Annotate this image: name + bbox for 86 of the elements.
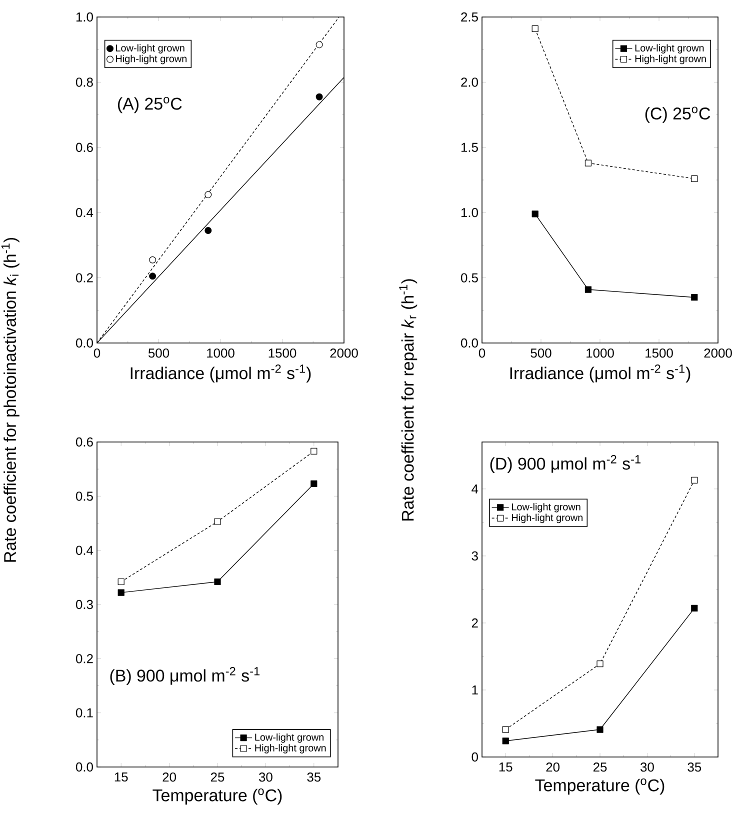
y-tick-label: 0.4 [76, 546, 94, 555]
point [214, 578, 221, 586]
x-tick-label: 25 [593, 762, 607, 772]
point [502, 738, 509, 744]
point [149, 256, 156, 264]
x-tick-label: 1000 [586, 348, 614, 358]
x-tick-label: 1000 [207, 348, 234, 358]
y-tick-label: 0.2 [76, 654, 93, 664]
x-axis-title: Temperature ($^{o}$C) [152, 788, 282, 805]
x-tick-label: 35 [307, 772, 321, 782]
y-tick-label: 0.8 [76, 78, 93, 87]
point [691, 294, 698, 301]
x-tick-label: 2000 [330, 348, 358, 358]
point [584, 286, 592, 293]
legend-label: High-light grown [255, 744, 326, 754]
legend-label: High-light grown [512, 514, 582, 524]
x-axis-title: Temperature ($^{o}$C) [535, 778, 664, 795]
legend-label: Low-light grown [635, 44, 704, 54]
point [316, 93, 323, 100]
y-tick-label: 0.4 [76, 208, 94, 218]
y-axis-title: Rate coefficient for repair k$_{r}$ (h$^{-1}$) [399, 279, 418, 520]
x-tick-label: 20 [162, 772, 176, 782]
x-tick-label: 1500 [646, 348, 673, 358]
annotation: (A) 25$^{o}$C [118, 96, 182, 114]
x-tick-label: 30 [259, 772, 272, 782]
y-tick-label: 2.0 [461, 78, 478, 87]
point [691, 175, 698, 182]
y-tick-label: 0.3 [76, 600, 93, 610]
y-tick-label: 0.5 [76, 492, 93, 501]
x-axis-title: Irradiance (μmol m$^{-2}$ s$^{-1}$) [130, 364, 311, 383]
annotation: (C) 25$^{o}$C [645, 106, 710, 123]
y-tick-label: 1.0 [461, 208, 478, 218]
y-tick-label: 0.0 [76, 762, 93, 772]
y-tick-label: 1.0 [76, 12, 93, 22]
point [584, 160, 592, 166]
y-tick-label: 2.5 [461, 12, 478, 22]
legend-label: Low-light grown [116, 44, 184, 54]
x-tick-label: 0 [94, 348, 100, 358]
y-tick-label: 2 [472, 618, 478, 628]
point [691, 476, 698, 484]
x-tick-label: 1500 [268, 348, 296, 358]
point [310, 448, 318, 455]
y-tick-label: 1 [472, 686, 478, 694]
point [596, 726, 604, 733]
x-tick-label: 15 [499, 762, 512, 772]
point [532, 210, 538, 218]
point [596, 660, 604, 668]
x-axis-title: Irradiance (μmol m$^{-2}$ s$^{-1}$) [510, 364, 690, 383]
point [204, 191, 212, 198]
y-axis-title: Rate coefficient for photoinactivation k$_{i}$ (h$^{-1}$) [1, 238, 20, 562]
legend-label: Low-light grown [255, 733, 324, 743]
legend-label: Low-light grown [512, 503, 580, 512]
x-tick-label: 500 [148, 348, 170, 358]
y-tick-label: 0.0 [460, 338, 478, 348]
x-tick-label: 15 [114, 772, 128, 782]
point [502, 726, 509, 733]
point [532, 25, 538, 32]
y-tick-label: 0 [472, 752, 478, 762]
point [214, 518, 221, 525]
point [204, 227, 212, 234]
y-tick-label: 0.1 [76, 708, 93, 718]
y-tick-label: 0.6 [76, 437, 93, 447]
x-tick-label: 25 [210, 772, 224, 782]
point [691, 604, 698, 612]
x-tick-label: 2000 [704, 348, 732, 358]
x-tick-label: 30 [640, 762, 654, 772]
y-tick-label: 3 [472, 551, 478, 561]
y-tick-label: 0.2 [76, 273, 93, 282]
annotation: (D) 900 μmol m$^{-2}$ s$^{-1}$ [490, 455, 641, 474]
point [118, 589, 124, 596]
x-tick-label: 35 [688, 762, 702, 772]
point [118, 578, 124, 586]
point [310, 480, 318, 488]
legend-label: High-light grown [635, 54, 706, 64]
x-tick-label: 500 [530, 348, 552, 358]
annotation: (B) 900 μmol m$^{-2}$ s$^{-1}$ [110, 666, 260, 686]
y-tick-label: 4 [472, 484, 478, 494]
y-tick-label: 0.6 [76, 142, 93, 152]
legend-label: High-light grown [116, 54, 187, 64]
point [149, 272, 156, 280]
point [316, 41, 323, 48]
x-tick-label: 20 [546, 762, 560, 772]
y-tick-label: 0.0 [76, 338, 93, 348]
x-tick-label: 0 [478, 348, 486, 358]
y-tick-label: 0.5 [460, 273, 478, 282]
y-tick-label: 1.5 [461, 142, 478, 152]
